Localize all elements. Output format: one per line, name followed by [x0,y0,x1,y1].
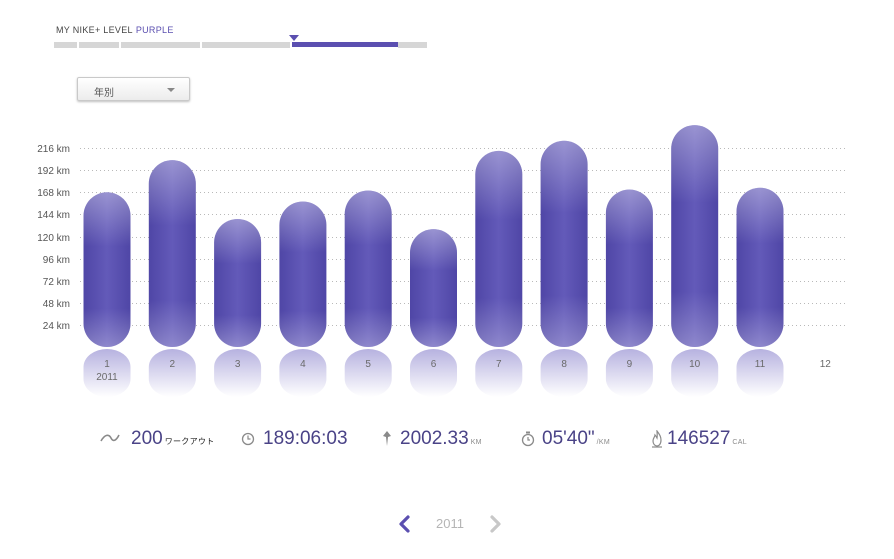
x-tick-label: 7 [496,359,502,370]
bar[interactable] [279,201,327,347]
current-year: 2011 [436,516,464,531]
distance-value: 2002.33 [400,428,469,449]
level-segment [79,42,119,48]
distance-unit: KM [470,439,482,446]
bar[interactable] [344,190,392,347]
level-segment [398,42,427,48]
bar-reflection [148,349,196,397]
x-tick-label: 8 [561,359,567,370]
flame-icon [652,430,662,448]
bar-reflection [344,349,392,397]
calories-unit: CAL [732,439,747,446]
stopwatch-icon [521,431,535,447]
level-title: MY NIKE+ LEVEL [56,25,133,35]
y-tick-label: 192 km [37,166,70,177]
x-tick-label: 6 [431,359,437,370]
bar-reflection [605,349,653,397]
bar[interactable] [736,187,784,347]
y-tick-label: 216 km [37,144,70,155]
x-tick-label: 11 [755,359,766,370]
bar[interactable] [475,150,523,347]
level-segment-current [292,42,398,47]
duration-value: 189:06:03 [263,428,348,449]
bar-reflection [83,349,131,397]
bar[interactable] [83,192,131,347]
bar[interactable] [671,125,719,348]
period-dropdown[interactable]: 年別 [77,77,190,101]
bar-reflection [214,349,262,397]
x-tick-label: 9 [627,359,633,370]
x-tick-label: 10 [689,359,701,370]
bar-reflection [475,349,523,397]
y-tick-label: 168 km [37,188,70,199]
y-axis: 24 km 48 km 72 km 96 km 120 km 144 km 168 km 19… [37,144,70,332]
x-tick-label: 1 [104,359,110,370]
x-tick-label: 4 [300,359,306,370]
year-pager: 2011 [0,510,894,538]
bar-reflection [410,349,457,397]
level-marker-icon [289,35,299,41]
y-tick-label: 144 km [37,210,70,221]
y-tick-label: 96 km [43,255,70,266]
pace-value: 05'40" [542,428,595,449]
workouts-value: 200 [131,428,163,449]
bar[interactable] [214,219,262,347]
chevron-down-icon [167,88,175,92]
previous-year-button[interactable] [397,515,411,533]
level-progress-bar [54,42,427,48]
level-segment [121,42,200,48]
period-dropdown-value: 年別 [94,88,114,99]
y-tick-label: 24 km [43,321,70,332]
level-segment [202,42,290,48]
x-tick-label: 3 [235,359,241,370]
x-tick-label: 2 [170,359,176,370]
x-axis-year-label: 2011 [96,372,118,383]
y-tick-label: 48 km [43,299,70,310]
chart-grid [80,148,848,326]
bar-series [83,125,784,397]
calories-value: 146527 [667,428,731,449]
bar-reflection [540,349,588,397]
bar[interactable] [605,189,653,347]
y-tick-label: 120 km [37,233,70,244]
bar-reflection [671,349,719,397]
bar[interactable] [410,229,457,347]
level-name: PURPLE [135,25,174,35]
level-label: MY NIKE+ LEVEL PURPLE [56,25,174,35]
level-segment [54,42,77,48]
bar-reflection [279,349,327,397]
y-tick-label: 72 km [43,277,70,288]
bar[interactable] [148,160,196,347]
x-tick-label: 12 [820,359,832,370]
next-year-button[interactable] [489,515,503,533]
pace-unit: /KM [596,439,610,446]
bar-reflection [736,349,784,397]
pin-icon [383,431,391,446]
bar[interactable] [540,140,588,347]
workouts-unit: ワークアウト [164,437,215,446]
x-tick-label: 5 [365,359,371,370]
trend-line-icon [100,434,120,442]
clock-icon [241,432,255,446]
